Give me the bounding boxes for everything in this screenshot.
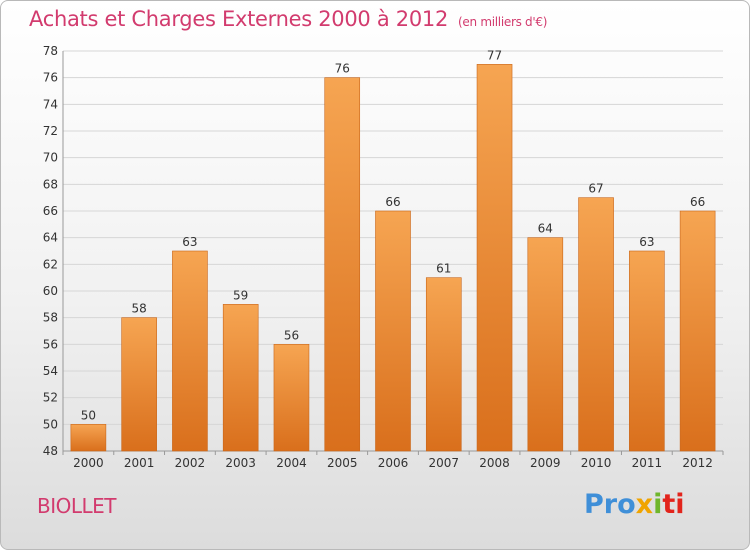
bar (629, 250, 665, 452)
y-tick-label: 66 (43, 204, 58, 218)
bar (476, 64, 513, 452)
y-tick-label: 70 (43, 151, 58, 165)
value-labels: 50 58 63 59 56 76 66 61 77 64 67 63 66 (81, 48, 706, 422)
data-label: 66 (690, 195, 705, 209)
y-tick-label: 58 (43, 311, 58, 325)
y-tick-label: 74 (43, 97, 58, 111)
y-tick-label: 56 (43, 337, 58, 351)
y-tick-label: 64 (43, 231, 58, 245)
y-tick-label: 52 (43, 391, 58, 405)
x-tick-label: 2010 (581, 456, 612, 470)
chart-title-text: Achats et Charges Externes 2000 à 2012 (29, 7, 449, 31)
y-tick-label: 62 (43, 257, 58, 271)
data-label: 58 (132, 302, 147, 316)
data-label: 64 (538, 222, 553, 236)
bar (172, 250, 208, 452)
data-label: 66 (385, 195, 400, 209)
logo-part-2: x (635, 489, 654, 520)
commune-name: BIOLLET (37, 494, 117, 518)
bar (222, 304, 259, 452)
data-label: 63 (182, 235, 197, 249)
y-tick-label: 76 (43, 71, 58, 85)
x-tick-label: 2001 (124, 456, 155, 470)
bars (70, 64, 716, 452)
y-tick-labels: 48 50 52 54 56 58 60 62 64 66 68 70 72 74 76 78 (43, 44, 58, 458)
y-tick-label: 72 (43, 124, 58, 138)
bar (578, 197, 614, 452)
bar (70, 424, 107, 452)
x-tick-labels: 2000 2001 2002 2003 2004 2005 2006 2007 2008 2009… (73, 456, 713, 470)
bar (121, 317, 157, 452)
bar (425, 277, 462, 452)
x-tick-label: 2009 (530, 456, 561, 470)
x-tick-label: 2011 (632, 456, 663, 470)
data-label: 67 (588, 182, 603, 196)
x-tick-label: 2012 (682, 456, 713, 470)
chart-title: Achats et Charges Externes 2000 à 2012 (e… (29, 7, 547, 31)
y-tick-label: 54 (43, 364, 58, 378)
x-tick-label: 2002 (175, 456, 206, 470)
x-tick-label: 2006 (378, 456, 409, 470)
y-tick-label: 50 (43, 417, 58, 431)
x-tick-label: 2003 (225, 456, 256, 470)
x-tick-label: 2000 (73, 456, 104, 470)
chart-unit: (en milliers d'€) (458, 15, 548, 29)
data-label: 59 (233, 288, 248, 302)
logo-part-4: ti (662, 489, 685, 520)
data-label: 56 (284, 328, 299, 342)
bar (324, 77, 361, 452)
bar (527, 237, 564, 452)
y-tick-label: 60 (43, 284, 58, 298)
bar (375, 210, 411, 452)
data-label: 61 (436, 262, 451, 276)
data-label: 63 (639, 235, 654, 249)
y-tick-label: 68 (43, 177, 58, 191)
bar (273, 344, 310, 452)
x-tick-label: 2007 (428, 456, 459, 470)
y-tick-label: 48 (43, 444, 58, 458)
logo-part-1: Pro (584, 489, 636, 520)
data-label: 77 (487, 48, 502, 62)
x-tick-label: 2008 (479, 456, 510, 470)
proxiti-logo: Proxiti (584, 489, 685, 520)
x-tick-label: 2005 (327, 456, 358, 470)
data-label: 50 (81, 408, 96, 422)
x-tick-label: 2004 (276, 456, 307, 470)
bar (679, 210, 716, 452)
data-label: 76 (335, 62, 350, 76)
logo-part-3: i (653, 489, 663, 520)
y-tick-label: 78 (43, 44, 58, 58)
